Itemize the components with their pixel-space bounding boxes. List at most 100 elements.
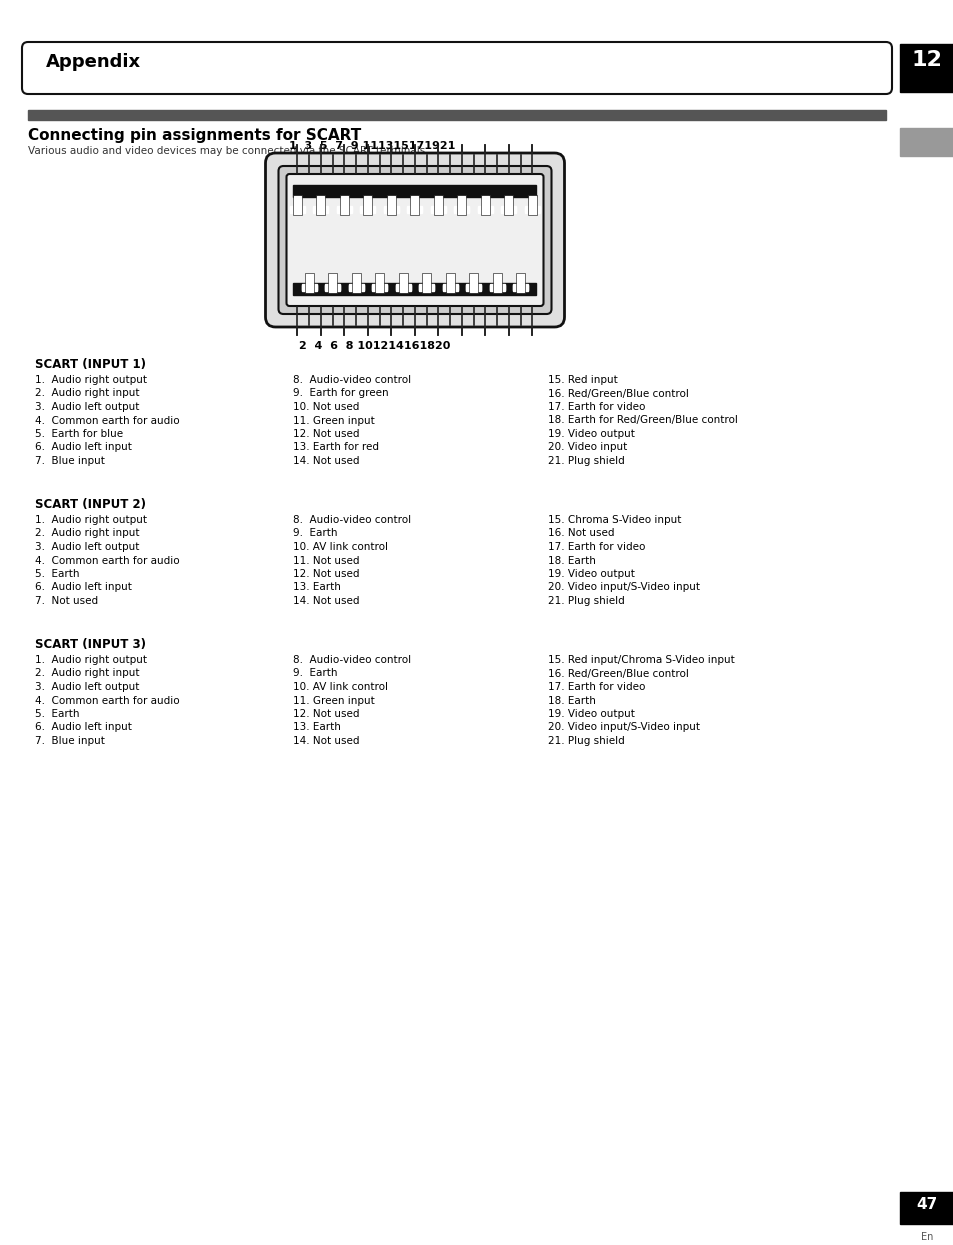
FancyBboxPatch shape [286,174,543,306]
Bar [899,1191,953,1224]
Bar [480,195,490,215]
Text: 1.  Audio right output: 1. Audio right output [35,655,147,665]
Text: 11. Green input: 11. Green input [293,416,375,426]
Bar [363,195,372,215]
Text: 15. Chroma S-Video input: 15. Chroma S-Video input [547,515,680,525]
Text: 5.  Earth: 5. Earth [35,569,79,579]
Bar [336,205,352,212]
Bar [314,205,328,212]
Text: 4.  Common earth for audio: 4. Common earth for audio [35,555,179,565]
Text: 1.  Audio right output: 1. Audio right output [35,515,147,525]
Bar [477,207,493,213]
Bar [513,285,528,291]
Text: 2.  Audio right input: 2. Audio right input [35,388,139,398]
Bar [28,110,885,120]
Bar [360,205,375,212]
Bar [458,195,465,214]
Text: 10. Not used: 10. Not used [293,402,359,412]
Bar [340,195,348,214]
Bar [407,205,422,212]
Text: 18. Earth: 18. Earth [547,555,596,565]
Bar [339,195,349,215]
Text: 8.  Audio-video control: 8. Audio-video control [293,655,411,665]
Text: 2.  Audio right input: 2. Audio right input [35,669,139,679]
Text: 10. AV link control: 10. AV link control [293,682,388,692]
Text: 14. Not used: 14. Not used [293,596,359,606]
Text: 4.  Common earth for audio: 4. Common earth for audio [35,696,179,706]
Bar [407,207,422,213]
Text: 5.  Earth: 5. Earth [35,708,79,720]
Text: 8.  Audio-video control: 8. Audio-video control [293,375,411,385]
Text: 17. Earth for video: 17. Earth for video [547,402,644,412]
Text: 13. Earth for red: 13. Earth for red [293,442,378,452]
Text: 3.  Audio left output: 3. Audio left output [35,542,139,552]
Bar [431,207,446,213]
Text: 16. Red/Green/Blue control: 16. Red/Green/Blue control [547,669,688,679]
Text: SCART (INPUT 1): SCART (INPUT 1) [35,359,146,371]
Text: 19. Video output: 19. Video output [547,708,634,720]
Text: 12. Not used: 12. Not used [293,569,359,579]
Bar [317,195,324,214]
Bar [501,205,516,212]
Text: 7.  Blue input: 7. Blue input [35,736,105,746]
Bar [353,274,359,293]
Text: 17. Earth for video: 17. Earth for video [547,682,644,692]
Bar [294,195,301,214]
Bar [314,207,328,213]
Bar [501,207,516,213]
Bar [445,273,455,293]
Bar [899,128,953,156]
Text: 3.  Audio left output: 3. Audio left output [35,402,139,412]
Bar [513,284,528,290]
Text: 12. Not used: 12. Not used [293,708,359,720]
Bar [489,285,504,291]
Text: 7.  Not used: 7. Not used [35,596,98,606]
Bar [899,44,953,92]
Text: 2  4  6  8 101214161820: 2 4 6 8 101214161820 [299,341,451,351]
Bar [395,285,411,291]
Text: 6.  Audio left input: 6. Audio left input [35,722,132,732]
Bar [336,207,352,213]
Bar [505,195,512,214]
Bar [375,273,384,293]
Bar [411,195,418,214]
Bar [457,195,466,215]
Bar [399,274,406,293]
Bar [329,274,335,293]
Text: 47: 47 [916,1196,937,1211]
Bar [375,274,383,293]
Bar [349,284,363,290]
Bar [423,274,430,293]
FancyBboxPatch shape [265,153,564,327]
Bar [489,284,504,290]
Bar [517,274,524,293]
Text: En: En [920,1233,932,1243]
FancyBboxPatch shape [278,166,551,314]
Text: 5.  Earth for blue: 5. Earth for blue [35,430,123,439]
Bar [364,195,371,214]
Bar [431,205,446,212]
Text: 19. Video output: 19. Video output [547,569,634,579]
Bar [360,207,375,213]
Bar [418,285,434,291]
Bar [493,273,501,293]
Text: 19. Video output: 19. Video output [547,430,634,439]
Text: 10. AV link control: 10. AV link control [293,542,388,552]
Text: 20. Video input/S-Video input: 20. Video input/S-Video input [547,583,700,593]
Bar [454,205,469,212]
Text: 3.  Audio left output: 3. Audio left output [35,682,139,692]
Bar [524,207,539,213]
Bar [304,273,314,293]
Text: 21. Plug shield: 21. Plug shield [547,456,624,466]
Text: 2.  Audio right input: 2. Audio right input [35,528,139,539]
Bar [494,274,500,293]
Bar [372,284,387,290]
Text: 16. Red/Green/Blue control: 16. Red/Green/Blue control [547,388,688,398]
Bar [290,205,305,212]
Text: Various audio and video devices may be connected via the SCART terminals.: Various audio and video devices may be c… [28,146,428,156]
Text: 11. Green input: 11. Green input [293,696,375,706]
Bar [316,195,325,215]
Text: SCART (INPUT 2): SCART (INPUT 2) [35,498,146,510]
Bar [524,205,539,212]
Text: 18. Earth: 18. Earth [547,696,596,706]
